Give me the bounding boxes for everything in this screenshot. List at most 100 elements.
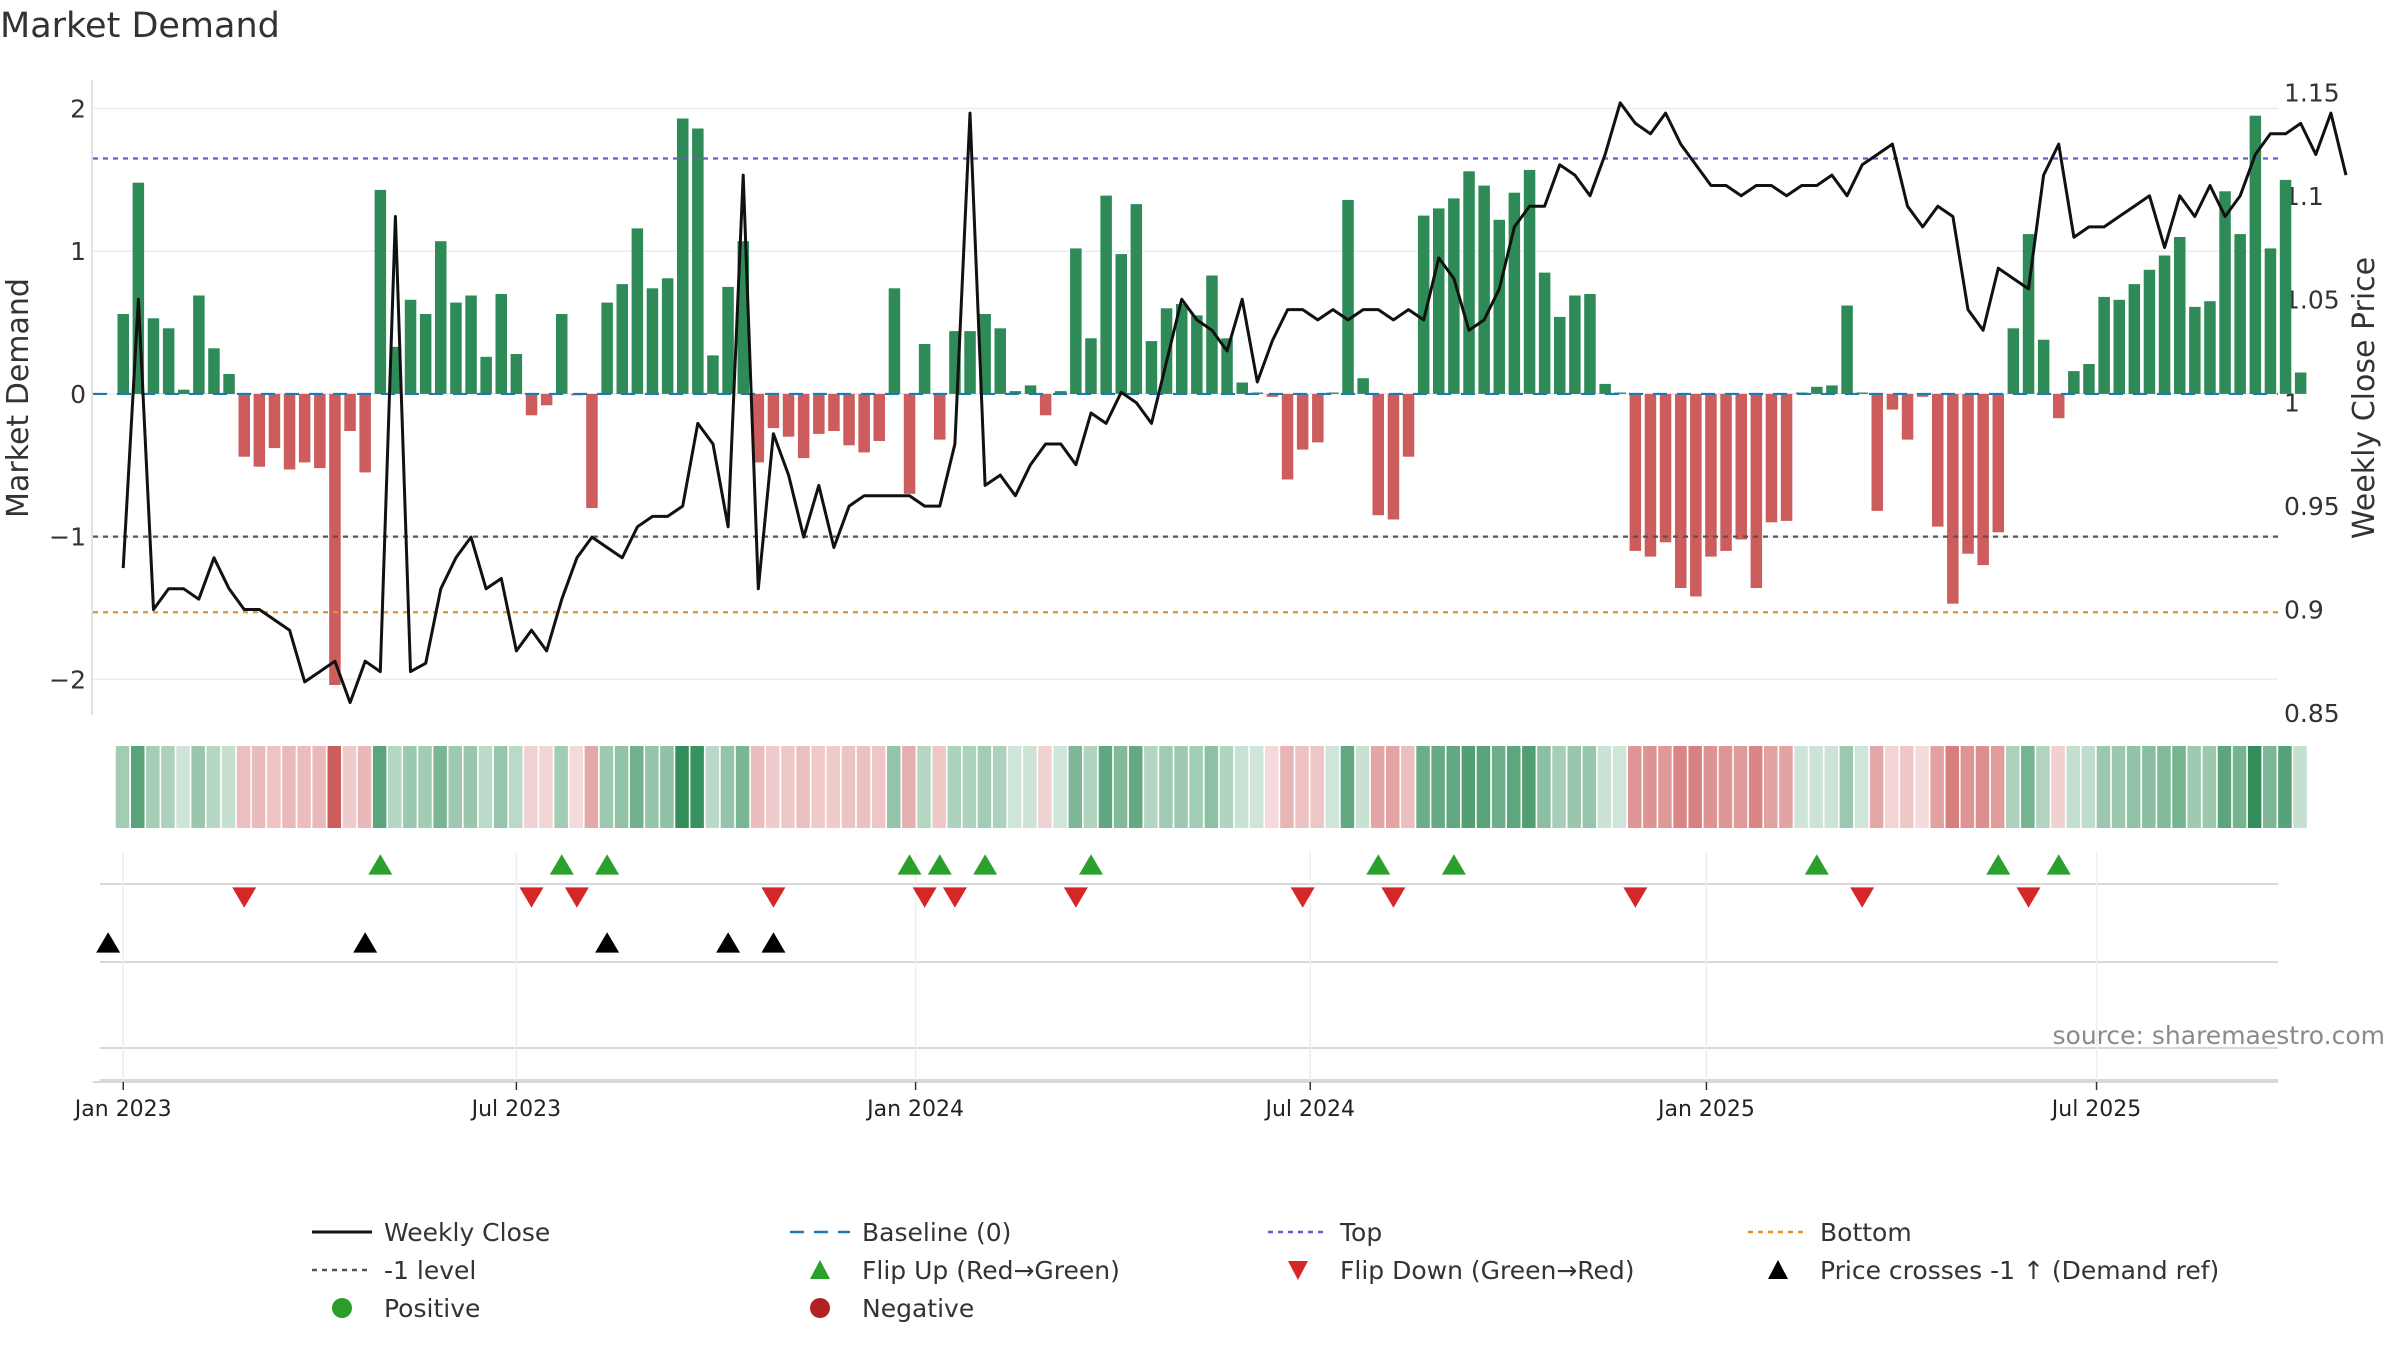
heat-strip-cell <box>251 746 266 828</box>
heat-strip-cell <box>1885 746 1899 828</box>
demand-bar <box>1750 393 1763 588</box>
demand-bar <box>253 393 266 467</box>
demand-bar <box>1765 393 1778 523</box>
x-tick-label: Jul 2023 <box>470 1097 562 1122</box>
heat-strip-cell <box>1053 746 1067 828</box>
heat-strip-cell <box>1945 746 1959 828</box>
heat-strip-cell <box>1023 746 1037 828</box>
flip-up-marker <box>1804 854 1829 875</box>
demand-bar <box>1327 392 1339 394</box>
legend-label-top: Top <box>1339 1218 1382 1247</box>
demand-bar <box>2204 301 2216 394</box>
heat-strip-cell <box>917 746 931 828</box>
demand-bar <box>2174 237 2186 394</box>
heat-strip-cell <box>1658 746 1672 828</box>
heat-strip-cell <box>2157 746 2171 828</box>
heat-strip-cell <box>735 746 750 828</box>
demand-bar <box>1160 308 1173 394</box>
flip-down-marker <box>1290 887 1315 908</box>
demand-bar <box>1962 393 1974 554</box>
heat-strip-cell <box>1628 746 1642 828</box>
demand-bar <box>298 393 311 463</box>
demand-bar <box>1735 393 1747 540</box>
flip-up-marker <box>1441 854 1466 875</box>
demand-bar <box>1977 393 1989 566</box>
flip-up-marker <box>368 854 393 875</box>
heat-strip-cell <box>1779 746 1793 828</box>
demand-bar <box>1780 393 1793 521</box>
heat-strip-cell <box>630 746 644 828</box>
demand-bar <box>510 354 523 394</box>
demand-bar <box>1236 382 1248 394</box>
heat-strip-cell <box>856 746 871 828</box>
heat-strip-cell <box>1915 746 1929 828</box>
heat-strip-cell <box>1401 746 1415 828</box>
flip-up-marker <box>973 854 998 875</box>
demand-bar <box>480 356 492 394</box>
right-tick-label: 1.05 <box>2284 285 2340 314</box>
left-tick-label: −1 <box>49 523 86 552</box>
demand-bar <box>2234 234 2246 394</box>
demand-bar <box>1145 341 1158 394</box>
demand-bar <box>601 302 613 394</box>
heat-strip-cell <box>1794 746 1808 828</box>
heat-strip-cell <box>1733 746 1748 828</box>
heat-strip-cell <box>1507 746 1521 828</box>
demand-bar <box>1659 393 1672 543</box>
legend-label-baseline: Baseline (0) <box>862 1218 1011 1247</box>
demand-bar <box>1644 393 1657 557</box>
demand-bar <box>722 286 734 394</box>
demand-bar <box>344 393 356 431</box>
right-tick-label: 0.95 <box>2284 492 2340 521</box>
demand-bar <box>1463 171 1475 394</box>
heat-strip-cell <box>1068 746 1082 828</box>
heat-strip-cell <box>1189 746 1203 828</box>
demand-bar <box>450 302 462 394</box>
left-tick-label: 1 <box>70 237 86 266</box>
demand-bar <box>1448 198 1460 394</box>
heat-strip-cell <box>1597 746 1612 828</box>
demand-bar <box>1312 393 1324 443</box>
demand-bar <box>1584 294 1596 394</box>
heat-strip-cell <box>781 746 795 828</box>
flip-up-marker <box>1986 854 2011 875</box>
heat-strip-cell <box>1265 746 1279 828</box>
demand-bar <box>389 346 402 394</box>
demand-bar <box>1433 208 1445 394</box>
demand-bar <box>540 393 553 406</box>
heat-strip-cell <box>282 746 296 828</box>
heat-strip-cell <box>1386 746 1400 828</box>
demand-bar <box>1085 338 1097 394</box>
demand-bar <box>737 241 749 394</box>
heat-strip-cell <box>161 746 175 828</box>
heat-strip-cell <box>2142 746 2156 828</box>
heat-strip-cell <box>1869 746 1884 828</box>
heat-strip-cell <box>403 746 417 828</box>
heat-strip-cell <box>1083 746 1098 828</box>
flip-down-marker <box>2016 887 2041 908</box>
demand-bar <box>1538 272 1551 394</box>
heat-strip-cell <box>448 746 462 828</box>
legend-swatch-cross <box>1768 1260 1788 1279</box>
demand-bar <box>1206 275 1218 394</box>
heat-strip-cell <box>720 746 735 828</box>
legend-label-flipup: Flip Up (Red→Green) <box>862 1256 1120 1285</box>
heat-strip-cell <box>1098 746 1113 828</box>
heat-strip-cell <box>977 746 992 828</box>
heat-strip-cell <box>2293 746 2307 828</box>
legend-item-close: Weekly Close <box>312 1218 550 1247</box>
heat-strip-cell <box>1522 746 1536 828</box>
demand-bar <box>1478 185 1490 394</box>
heat-strip-cell <box>1144 746 1158 828</box>
legend-label-positive: Positive <box>384 1294 480 1323</box>
flip-up-marker <box>1366 854 1391 875</box>
heat-strip-cell <box>841 746 856 828</box>
heat-strip-cell <box>1295 746 1309 828</box>
demand-bar <box>374 189 387 394</box>
demand-bar <box>1296 393 1309 450</box>
heat-strip-cell <box>645 746 659 828</box>
demand-bar <box>1191 315 1203 394</box>
legend-item-baseline: Baseline (0) <box>790 1218 1011 1247</box>
flip-up-marker <box>1078 854 1103 875</box>
demand-bar <box>767 393 780 429</box>
